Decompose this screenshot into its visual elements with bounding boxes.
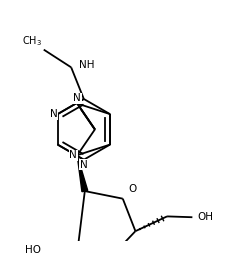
Polygon shape	[77, 155, 88, 192]
Text: N: N	[73, 93, 81, 103]
Text: O: O	[128, 184, 137, 195]
Text: OH: OH	[198, 212, 213, 222]
Text: HO: HO	[24, 245, 41, 254]
Text: N: N	[70, 150, 77, 160]
Text: N: N	[50, 109, 57, 119]
Text: NH: NH	[79, 60, 94, 70]
Text: CH$_3$: CH$_3$	[22, 34, 42, 47]
Text: N: N	[80, 160, 88, 170]
